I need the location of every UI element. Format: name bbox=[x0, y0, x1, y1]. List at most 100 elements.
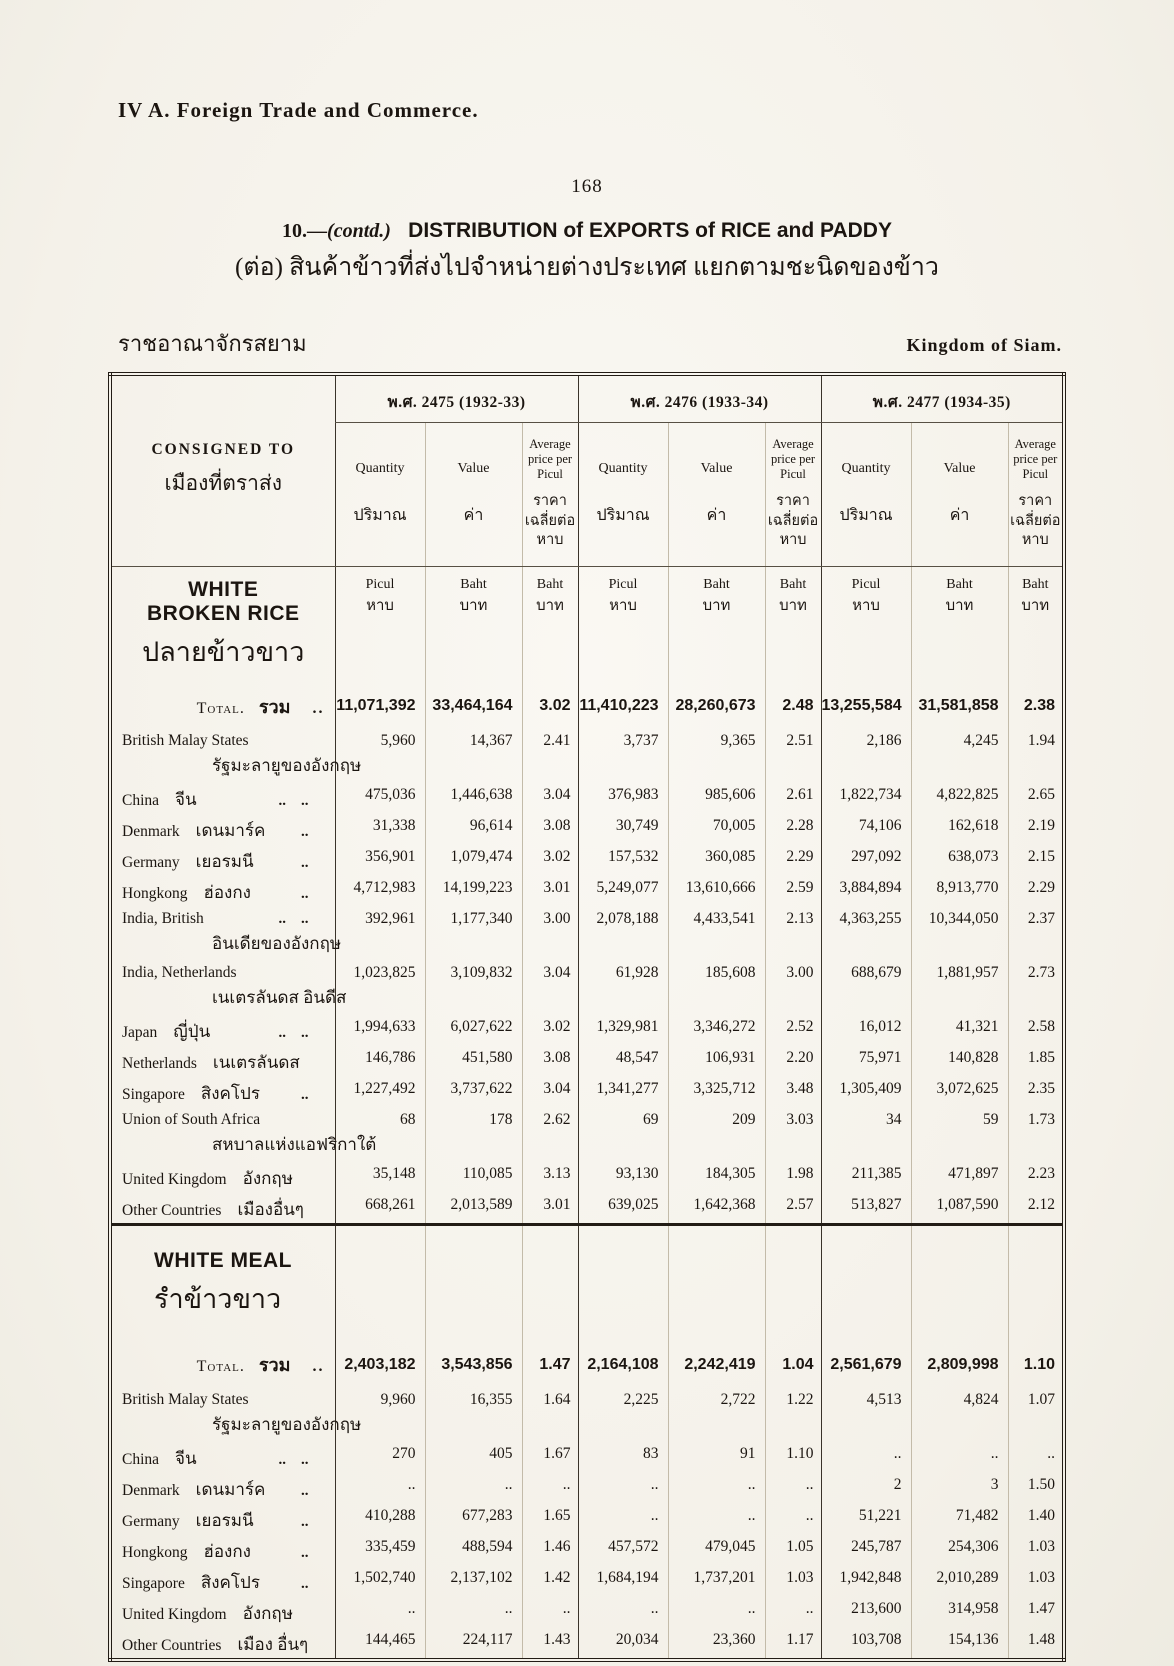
country-row: British Malay States รัฐมะลายูของอังกฤษ 5,… bbox=[110, 728, 1065, 782]
country-name-thai: เนเตรลันดส bbox=[212, 1053, 300, 1072]
leader-dots: .. bbox=[301, 1544, 309, 1561]
country-row: Singapore สิงคโปร.. 1,227,492 3,737,622 3.04… bbox=[110, 1076, 1065, 1107]
country-name-thai: ฮ่องกง bbox=[203, 883, 251, 902]
quantity-cell: 5,249,077 bbox=[577, 875, 669, 906]
section-title-line: WHITE MEAL bbox=[154, 1248, 292, 1272]
country-name-english: United Kingdom bbox=[122, 1605, 227, 1623]
unit-picul: Picul หาบ bbox=[577, 566, 669, 684]
avg-price-cell: 1.42 bbox=[521, 1564, 579, 1596]
unit-label: Picul bbox=[608, 576, 638, 592]
total-value-cell: 2,242,419 bbox=[667, 1342, 766, 1387]
country-name-thai: อังกฤษ bbox=[242, 1169, 293, 1188]
total-row: Total. รวม.. 2,403,182 3,543,856 1.47 2,164,1… bbox=[110, 1342, 1065, 1387]
quantity-cell: .. bbox=[334, 1471, 425, 1503]
avg-price-cell: 2.61 bbox=[764, 782, 822, 813]
quantity-cell: 1,822,734 bbox=[820, 782, 912, 813]
country-name-thai: เดนมาร์ค bbox=[195, 821, 266, 840]
country-name-cell: United Kingdom อังกฤษ bbox=[110, 1596, 335, 1627]
value-cell: 209 bbox=[667, 1107, 766, 1161]
section-title-thai: รำข้าวขาว bbox=[154, 1283, 282, 1314]
quantity-cell: 75,971 bbox=[820, 1045, 912, 1076]
total-value-cell: 28,260,673 bbox=[667, 684, 766, 728]
avg-price-header-y2: Average price per Picul ราคา เฉลี่ยต่อ ห… bbox=[764, 422, 822, 567]
quantity-cell: 475,036 bbox=[334, 782, 425, 813]
value-cell: 8,913,770 bbox=[910, 875, 1009, 906]
country-name-line: Germany เยอรมนี.. bbox=[122, 848, 335, 875]
total-label: Total. bbox=[196, 1358, 245, 1375]
avg-price-cell: 3.00 bbox=[521, 906, 579, 960]
value-label-thai: ค่า bbox=[463, 506, 484, 524]
quantity-cell: 211,385 bbox=[820, 1161, 912, 1192]
quantity-cell: 245,787 bbox=[820, 1533, 912, 1565]
avg-price-cell: 2.58 bbox=[1007, 1014, 1065, 1045]
unit-baht: Baht บาท bbox=[910, 566, 1009, 684]
country-name-line: Singapore สิงคโปร.. bbox=[122, 1080, 335, 1107]
quantity-cell: 61,928 bbox=[577, 960, 669, 1014]
avg-price-label: Average price per Picul bbox=[770, 437, 816, 482]
total-dots: .. bbox=[312, 699, 325, 717]
value-cell: .. bbox=[667, 1502, 766, 1534]
avg-price-cell: 1.94 bbox=[1007, 728, 1065, 782]
quantity-cell: 103,708 bbox=[820, 1626, 912, 1660]
quantity-cell: 146,786 bbox=[334, 1045, 425, 1076]
value-cell: 677,283 bbox=[424, 1502, 522, 1534]
unit-baht: Baht บาท bbox=[1007, 566, 1065, 684]
country-name-cell: China จีน .. .. bbox=[110, 782, 335, 813]
year-header-row: CONSIGNED TO เมืองที่ตราส่ง พ.ศ. 2475 (1… bbox=[110, 374, 1065, 567]
section-white-broken-rice: WHITE BROKEN RICE ปลายข้าวขาว Picul หาบ Baht บ… bbox=[110, 566, 1065, 1225]
country-name-cell: Hongkong ฮ่องกง.. bbox=[110, 875, 335, 906]
unit-label: Baht bbox=[460, 576, 487, 592]
country-name-line: Other Countries เมือง อื่นๆ bbox=[122, 1631, 335, 1658]
country-name-cell: Singapore สิงคโปร.. bbox=[110, 1565, 335, 1596]
country-name-english: China bbox=[122, 1450, 160, 1468]
avg-price-cell: 1.03 bbox=[1007, 1564, 1065, 1596]
quantity-label: Quantity bbox=[598, 460, 648, 476]
unit-baht bbox=[521, 1223, 579, 1343]
total-avg-price-cell: 3.02 bbox=[521, 684, 579, 728]
avg-price-cell: 2.59 bbox=[764, 875, 822, 906]
quantity-cell: 2 bbox=[820, 1471, 912, 1503]
avg-price-label-thai: ราคา เฉลี่ยต่อ หาบ bbox=[524, 493, 576, 549]
quantity-cell: 144,465 bbox=[334, 1626, 425, 1660]
country-name-cell: China จีน .. .. bbox=[110, 1441, 335, 1472]
value-cell: 1,446,638 bbox=[424, 782, 522, 813]
leader-dots: .. bbox=[301, 855, 309, 871]
country-name-english: Denmark bbox=[122, 823, 180, 840]
avg-price-cell: 3.04 bbox=[521, 782, 579, 813]
value-cell: 2,013,589 bbox=[424, 1192, 522, 1225]
country-row: Hongkong ฮ่องกง.. 4,712,983 14,199,223 3.01 5… bbox=[110, 875, 1065, 906]
country-row: Denmark เดนมาร์ค.............. 2 3 1.50 bbox=[110, 1471, 1065, 1503]
quantity-cell: 1,329,981 bbox=[577, 1014, 669, 1045]
country-row: United Kingdom อังกฤษ 35,148 110,085 3.13 93,… bbox=[110, 1161, 1065, 1192]
value-cell: 488,594 bbox=[424, 1533, 522, 1565]
avg-price-cell: 2.23 bbox=[1007, 1161, 1065, 1192]
avg-price-cell: 1.03 bbox=[1007, 1533, 1065, 1565]
quantity-cell: 1,994,633 bbox=[334, 1014, 425, 1045]
country-name-line: Netherlands เนเตรลันดส bbox=[122, 1049, 335, 1076]
country-row: Denmark เดนมาร์ค.. 31,338 96,614 3.08 30,749 7… bbox=[110, 813, 1065, 844]
section-title-thai: ปลายข้าวขาว bbox=[142, 636, 305, 667]
avg-price-label-thai: ราคา เฉลี่ยต่อ หาบ bbox=[767, 493, 819, 549]
country-name-cell: Netherlands เนเตรลันดส bbox=[110, 1045, 335, 1076]
value-cell: 451,580 bbox=[424, 1045, 522, 1076]
country-name-english: Hongkong bbox=[122, 1543, 188, 1561]
quantity-cell: 297,092 bbox=[820, 844, 912, 875]
unit-label: Baht bbox=[703, 576, 730, 592]
quantity-cell: 1,502,740 bbox=[334, 1564, 425, 1596]
country-name-thai: อังกฤษ bbox=[242, 1603, 293, 1623]
value-cell: 224,117 bbox=[424, 1626, 522, 1660]
country-row: China จีน .. .. 270 405 1.67 83 91 1.10...... bbox=[110, 1440, 1065, 1472]
country-name-cell: Other Countries เมือง อื่นๆ bbox=[110, 1627, 335, 1660]
quantity-cell: 9,960 bbox=[334, 1386, 425, 1441]
avg-price-cell: 1.05 bbox=[764, 1533, 822, 1565]
avg-price-cell: 2.73 bbox=[1007, 960, 1065, 1014]
avg-price-label: Average price per Picul bbox=[527, 437, 573, 482]
avg-price-cell: 2.65 bbox=[1007, 782, 1065, 813]
quantity-cell: 688,679 bbox=[820, 960, 912, 1014]
country-name-line: United Kingdom อังกฤษ bbox=[122, 1600, 335, 1627]
quantity-cell: 93,130 bbox=[577, 1161, 669, 1192]
value-cell: 4,245 bbox=[910, 728, 1009, 782]
table-number: 10.— bbox=[282, 220, 328, 242]
country-row: United Kingdom อังกฤษ............ 213,600 3… bbox=[110, 1595, 1065, 1627]
value-cell: 3,346,272 bbox=[667, 1014, 766, 1045]
